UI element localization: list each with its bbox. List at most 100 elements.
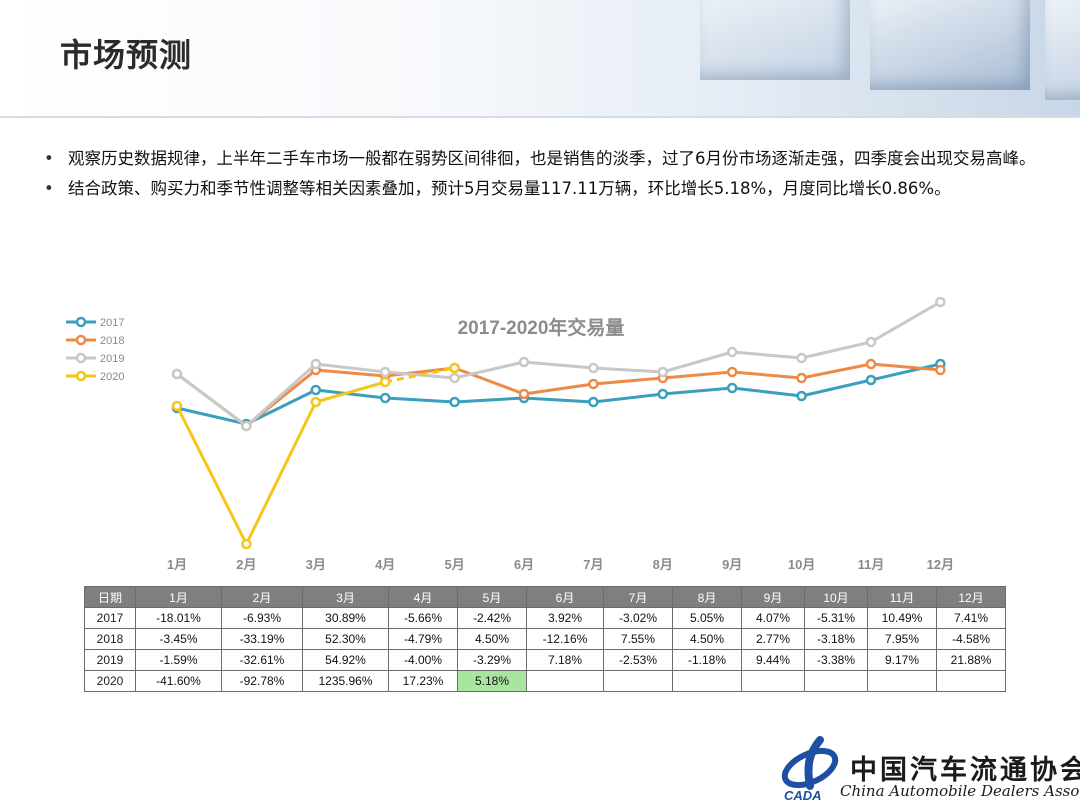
legend-marker-2020 [75, 370, 87, 382]
x-tick-label: 12月 [927, 557, 954, 572]
data-point-2017 [796, 390, 807, 402]
table-cell: 2.77% [741, 628, 805, 650]
table-header-row: 日期 1月 2月 3月 4月 5月 6月 7月 8月 9月 10月 11月 12月 [84, 586, 1006, 608]
table-cell [741, 670, 805, 692]
table-cell: 7.41% [936, 607, 1006, 629]
table-cell: -12.16% [526, 628, 604, 650]
table-cell: -3.18% [804, 628, 868, 650]
table-row: 2017 -18.01% -6.93% 30.89% -5.66% -2.42% 3.92%… [84, 607, 1006, 629]
table-cell: -3.45% [135, 628, 222, 650]
table-cell [804, 670, 868, 692]
table-cell: 17.23% [388, 670, 458, 692]
x-tick-label: 7月 [583, 557, 603, 572]
header-divider [0, 116, 1080, 118]
series-line-2019 [176, 300, 942, 428]
data-point-2019 [171, 368, 183, 380]
data-point-2019 [310, 358, 322, 370]
table-cell: -4.58% [936, 628, 1006, 650]
table-row-year: 2020 [84, 670, 136, 692]
table-header-cell: 10月 [804, 586, 868, 608]
data-point-2017 [449, 396, 460, 408]
data-point-2018 [935, 364, 946, 376]
legend-label-2020: 2020 [100, 371, 124, 383]
data-point-2020 [241, 538, 252, 550]
table-header-cell: 4月 [388, 586, 458, 608]
data-point-2019 [379, 366, 391, 378]
table-header-cell: 3月 [302, 586, 389, 608]
legend-label-2019: 2019 [100, 353, 124, 365]
table-cell: 1235.96% [302, 670, 389, 692]
table-row-year: 2019 [84, 649, 136, 671]
table-cell: 4.50% [457, 628, 527, 650]
series-line-2018 [176, 362, 941, 428]
data-point-2017 [310, 384, 322, 396]
data-point-2020 [171, 400, 183, 412]
data-point-2019 [865, 336, 877, 348]
table-cell: 9.44% [741, 649, 805, 671]
table-cell: -92.78% [221, 670, 303, 692]
table-cell [526, 670, 604, 692]
logo-abbr: CADA [784, 788, 822, 803]
table-cell: 30.89% [302, 607, 389, 629]
table-cell: -4.79% [388, 628, 458, 650]
data-point-2018 [518, 388, 530, 400]
growth-table: 日期 1月 2月 3月 4月 5月 6月 7月 8月 9月 10月 11月 12月 2017 -18.01… [84, 586, 1006, 692]
line-chart: 2017-2020年交易量 1月 2月 3月 4月 5月 6月 7月 8月 9月 10月 11月 12月… [66, 296, 954, 572]
data-point-2018 [865, 358, 877, 370]
table-header-cell: 11月 [867, 586, 937, 608]
table-cell: 21.88% [936, 649, 1006, 671]
table-header-cell: 2月 [221, 586, 303, 608]
legend-marker-2018 [75, 334, 87, 346]
table-header-cell: 12月 [936, 586, 1006, 608]
table-cell: 7.55% [603, 628, 673, 650]
data-point-2019 [657, 366, 669, 378]
chart-title: 2017-2020年交易量 [458, 316, 625, 339]
legend-label-2017: 2017 [100, 317, 124, 329]
x-tick-label: 10月 [788, 557, 815, 572]
table-cell: -6.93% [221, 607, 303, 629]
table-cell: -2.42% [457, 607, 527, 629]
data-point-2020 [310, 396, 322, 408]
data-point-2019 [449, 372, 460, 384]
table-cell [672, 670, 742, 692]
legend-marker-2019 [75, 352, 87, 364]
series-line-2017 [176, 362, 941, 426]
bullet-item: 结合政策、购买力和季节性调整等相关因素叠加，预计5月交易量117.11万辆，环比… [44, 174, 1054, 204]
data-point-2018 [726, 366, 738, 378]
bullet-item: 观察历史数据规律，上半年二手车市场一般都在弱势区间徘徊，也是销售的淡季，过了6月… [44, 144, 1054, 174]
table-row: 2018 -3.45% -33.19% 52.30% -4.79% 4.50% -12.16… [84, 628, 1006, 650]
decorative-cube [700, 0, 850, 80]
decorative-cube [870, 0, 1030, 90]
data-point-2017 [588, 396, 599, 408]
table-cell: 3.92% [526, 607, 604, 629]
table-row-year: 2018 [84, 628, 136, 650]
table-cell: -3.02% [603, 607, 673, 629]
table-header-cell: 5月 [457, 586, 527, 608]
data-point-2019 [588, 362, 599, 374]
table-cell: 5.05% [672, 607, 742, 629]
x-tick-label: 6月 [514, 557, 534, 572]
logo-name-en: China Automobile Dealers Association [840, 782, 1080, 800]
table-cell [603, 670, 673, 692]
cada-logo: CADA 中国汽车流通协会 China Automobile Dealers A… [780, 732, 1080, 810]
header-banner [0, 0, 1080, 118]
table-row-year: 2017 [84, 607, 136, 629]
x-tick-label: 1月 [167, 557, 187, 572]
x-tick-label: 11月 [858, 557, 885, 572]
table-cell [867, 670, 937, 692]
legend-marker-2017 [75, 316, 87, 328]
data-point-2018 [796, 372, 807, 384]
page-title: 市场预测 [60, 36, 193, 74]
table-cell: -1.59% [135, 649, 222, 671]
table-cell: 4.50% [672, 628, 742, 650]
table-cell: -5.31% [804, 607, 868, 629]
table-cell: -4.00% [388, 649, 458, 671]
table-cell: 54.92% [302, 649, 389, 671]
data-point-2019 [796, 352, 807, 364]
series-line-2020 [175, 380, 386, 546]
x-tick-label: 4月 [375, 557, 395, 572]
table-cell: -41.60% [135, 670, 222, 692]
x-tick-label: 9月 [722, 557, 742, 572]
bullet-list: 观察历史数据规律，上半年二手车市场一般都在弱势区间徘徊，也是销售的淡季，过了6月… [44, 144, 1054, 204]
table-cell: 9.17% [867, 649, 937, 671]
